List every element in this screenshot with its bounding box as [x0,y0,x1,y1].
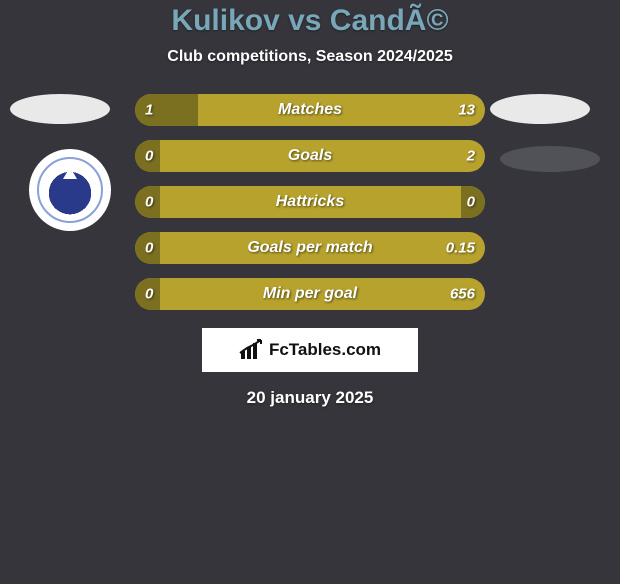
left-team-badge [29,149,111,231]
stat-left-value: 0 [145,194,153,211]
stat-row: 0 0Hattricks [135,186,485,218]
stat-label: Goals [135,147,485,165]
stat-row: 0 656Min per goal [135,278,485,310]
stat-row: 0 0.15Goals per match [135,232,485,264]
stat-bars: 113Matches02Goals00Hattricks00.15Goals p… [135,94,485,310]
brand-box: FcTables.com [202,328,418,372]
stat-left-value: 0 [145,286,153,303]
stat-right-value: 0 [467,194,475,211]
right-team-oval-shadow [500,146,600,172]
stat-label: Goals per match [135,239,485,257]
stat-row: 0 2Goals [135,140,485,172]
stat-left-value: 1 [145,102,153,119]
stat-right-value: 0.15 [446,240,475,257]
bar-chart-icon [239,339,265,361]
stat-right-value: 2 [467,148,475,165]
right-team-oval [490,94,590,124]
stat-right-value: 13 [458,102,475,119]
comparison-stage: 113Matches02Goals00Hattricks00.15Goals p… [0,94,620,310]
stat-right-value: 656 [450,286,475,303]
date-text: 20 january 2025 [0,388,620,408]
left-team-oval [10,94,110,124]
stat-row: 113Matches [135,94,485,126]
stat-label: Hattricks [135,193,485,211]
brand-text: FcTables.com [269,340,381,360]
page-subtitle: Club competitions, Season 2024/2025 [0,48,620,66]
stat-left-value: 0 [145,148,153,165]
page-title: Kulikov vs CandÃ© [0,4,620,38]
shield-icon [37,157,103,223]
stat-label: Min per goal [135,285,485,303]
stat-left-value: 0 [145,240,153,257]
